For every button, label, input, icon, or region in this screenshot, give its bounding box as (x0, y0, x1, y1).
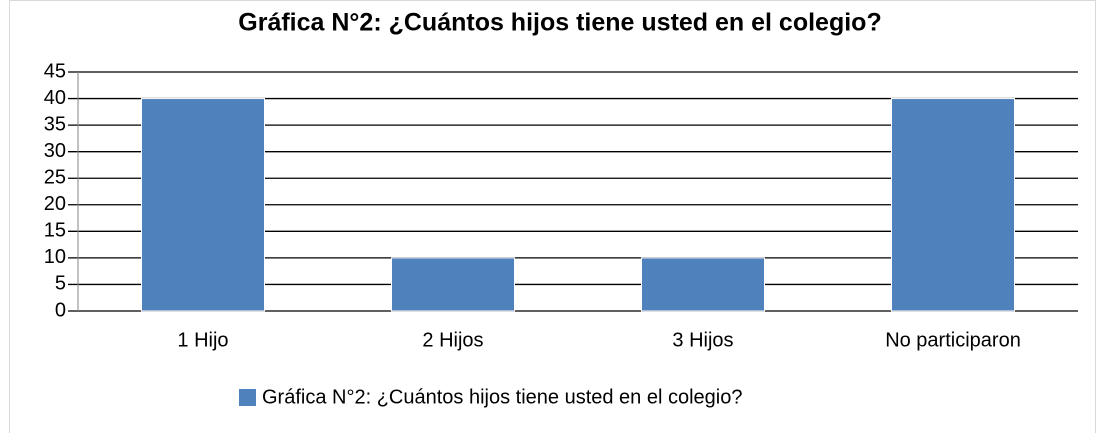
y-tick-label: 10 (44, 246, 66, 268)
y-tick-label: 40 (44, 87, 66, 109)
x-tick-label: No participaron (885, 329, 1021, 351)
bar (891, 98, 1015, 312)
x-tick-label: 1 Hijo (177, 329, 228, 351)
chart-title: Gráfica N°2: ¿Cuántos hijos tiene usted … (238, 9, 881, 37)
legend-swatch (239, 389, 256, 406)
x-tick-label: 2 Hijos (422, 329, 483, 351)
y-tick-label: 20 (44, 193, 66, 215)
bar (141, 98, 265, 312)
y-tick-label: 35 (44, 113, 66, 135)
y-tick-label: 5 (55, 273, 66, 295)
bar (391, 257, 515, 312)
y-tick-label: 30 (44, 140, 66, 162)
y-tick-label: 15 (44, 220, 66, 242)
y-tick-label: 25 (44, 167, 66, 189)
legend-label: Gráfica N°2: ¿Cuántos hijos tiene usted … (262, 386, 743, 408)
bar (641, 257, 765, 312)
x-tick-label: 3 Hijos (672, 329, 733, 351)
y-tick-label: 45 (44, 60, 66, 82)
y-tick-label: 0 (55, 299, 66, 321)
